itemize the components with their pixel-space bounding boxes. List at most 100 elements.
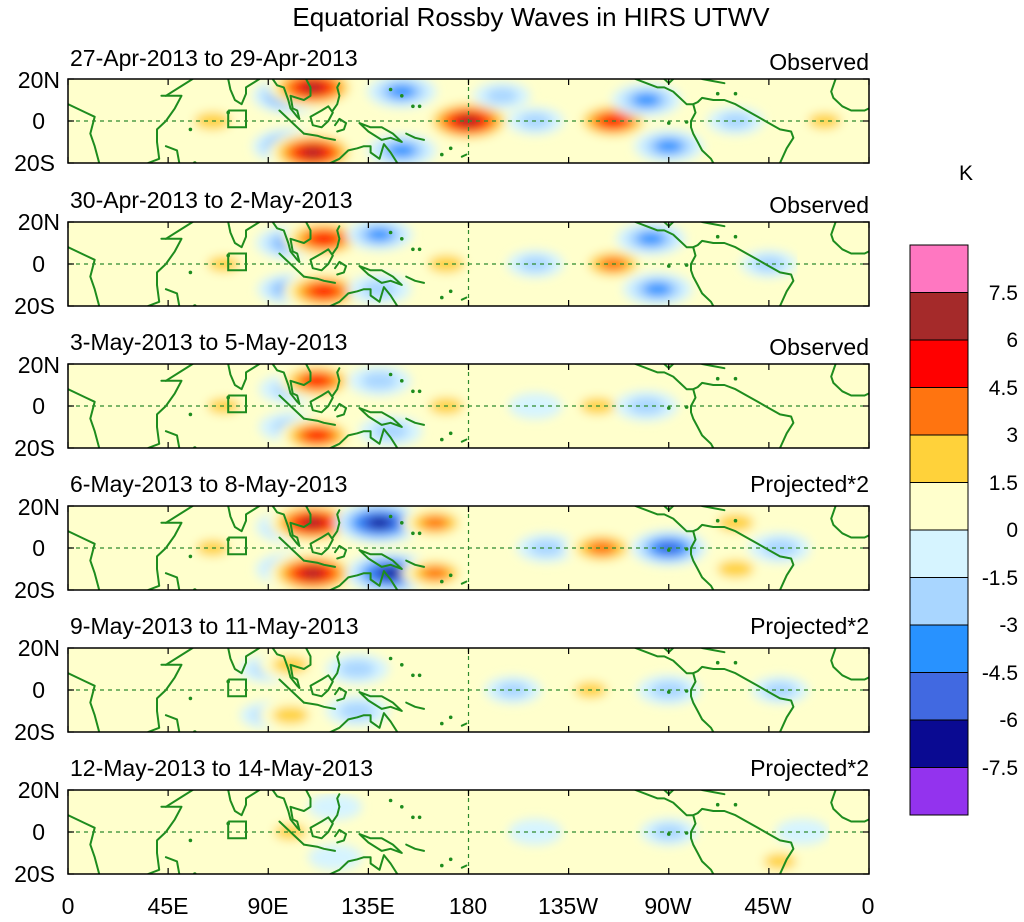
island [733, 91, 738, 96]
coastline [690, 530, 715, 590]
coastline [405, 417, 425, 426]
coastlines [68, 506, 869, 590]
region-box [227, 394, 247, 414]
island [188, 127, 193, 132]
island [667, 264, 671, 268]
coastline [302, 132, 336, 141]
panel-projection-tag: Projected*2 [750, 471, 869, 497]
island [417, 389, 422, 394]
coastline [634, 790, 795, 874]
coastline [634, 506, 795, 590]
island [188, 554, 193, 559]
island [733, 234, 738, 239]
figure-title: Equatorial Rossby Waves in HIRS UTWV [292, 2, 770, 32]
y-tick-label: 20N [18, 209, 60, 235]
colorbar-swatches [909, 244, 969, 816]
colorbar-swatch [909, 624, 969, 673]
colorbar-tick-label: 1.5 [989, 472, 1018, 495]
island [733, 660, 738, 665]
coastline [331, 367, 341, 397]
panel-projection-tag: Observed [769, 192, 869, 218]
colorbar-swatch [909, 434, 969, 483]
coastline [164, 145, 181, 163]
map-panel: 30-Apr-2013 to 2-May-2013 Observed 20N 0… [14, 187, 870, 319]
coastline [271, 648, 301, 689]
coastline [164, 572, 181, 590]
panel-date-range: 3-May-2013 to 5-May-2013 [70, 329, 347, 355]
island [188, 412, 193, 417]
coastline [164, 790, 194, 808]
anomaly-blob [397, 702, 451, 729]
anomaly-contours [195, 364, 796, 448]
island [448, 857, 453, 862]
anomaly-blob [575, 818, 629, 846]
y-tick-label: 20N [18, 352, 60, 378]
coastline [289, 506, 312, 547]
coastline [830, 222, 869, 255]
coastline [271, 364, 301, 405]
island [188, 270, 193, 275]
coastline [278, 678, 305, 704]
island [411, 815, 415, 820]
island [715, 234, 720, 239]
coastline [334, 260, 348, 276]
colorbar-tick-label: 0 [1006, 519, 1018, 542]
island [388, 87, 393, 92]
anomaly-blob [717, 560, 754, 578]
y-tick-label: 20S [14, 293, 55, 319]
coastline [358, 122, 403, 143]
coastline [164, 856, 181, 874]
coastline [328, 712, 399, 732]
island [440, 721, 444, 726]
coastline [68, 530, 101, 590]
coastline [278, 536, 305, 562]
island [388, 514, 393, 519]
coastline [164, 648, 194, 666]
panel-projection-tag: Observed [769, 334, 869, 360]
panel-projection-tag: Projected*2 [750, 755, 869, 781]
coastline [334, 828, 348, 844]
colorbar-swatch [909, 577, 969, 626]
anomaly-blob [366, 228, 393, 242]
coastline [328, 854, 399, 874]
coastline [830, 790, 869, 823]
coastline [331, 651, 341, 681]
x-tick-label: 135W [538, 893, 598, 919]
coastline [227, 364, 261, 391]
coastline [634, 648, 795, 732]
anomaly-blob [272, 706, 309, 724]
island [440, 437, 444, 442]
coastline [328, 143, 399, 163]
x-tick-label: 180 [449, 893, 487, 919]
coastline [302, 275, 336, 284]
coastline [309, 816, 334, 840]
coastline [289, 648, 312, 689]
coastline [68, 103, 101, 163]
y-tick-label: 20N [18, 635, 60, 661]
coastline [331, 82, 341, 112]
y-tick-label: 0 [32, 819, 45, 845]
coastlines [68, 222, 869, 306]
coastline [271, 222, 301, 263]
anomaly-blob [763, 853, 797, 870]
anomaly-blob [311, 232, 337, 245]
anomaly-blob [636, 232, 665, 246]
island [440, 863, 444, 868]
island [400, 521, 404, 525]
coastline [271, 79, 301, 120]
coastline [358, 833, 403, 854]
coastline [358, 549, 403, 570]
island [388, 230, 393, 235]
island [715, 91, 720, 96]
coastline [334, 402, 348, 418]
anomaly-blob [697, 651, 752, 678]
colorbar-tick-label: 6 [1006, 329, 1018, 352]
coastline [830, 506, 869, 539]
coastlines [68, 648, 869, 732]
coastline [147, 379, 183, 448]
region-box [227, 678, 247, 698]
x-tick-label: 0 [62, 893, 75, 919]
island [440, 152, 444, 157]
coastline [289, 364, 312, 405]
